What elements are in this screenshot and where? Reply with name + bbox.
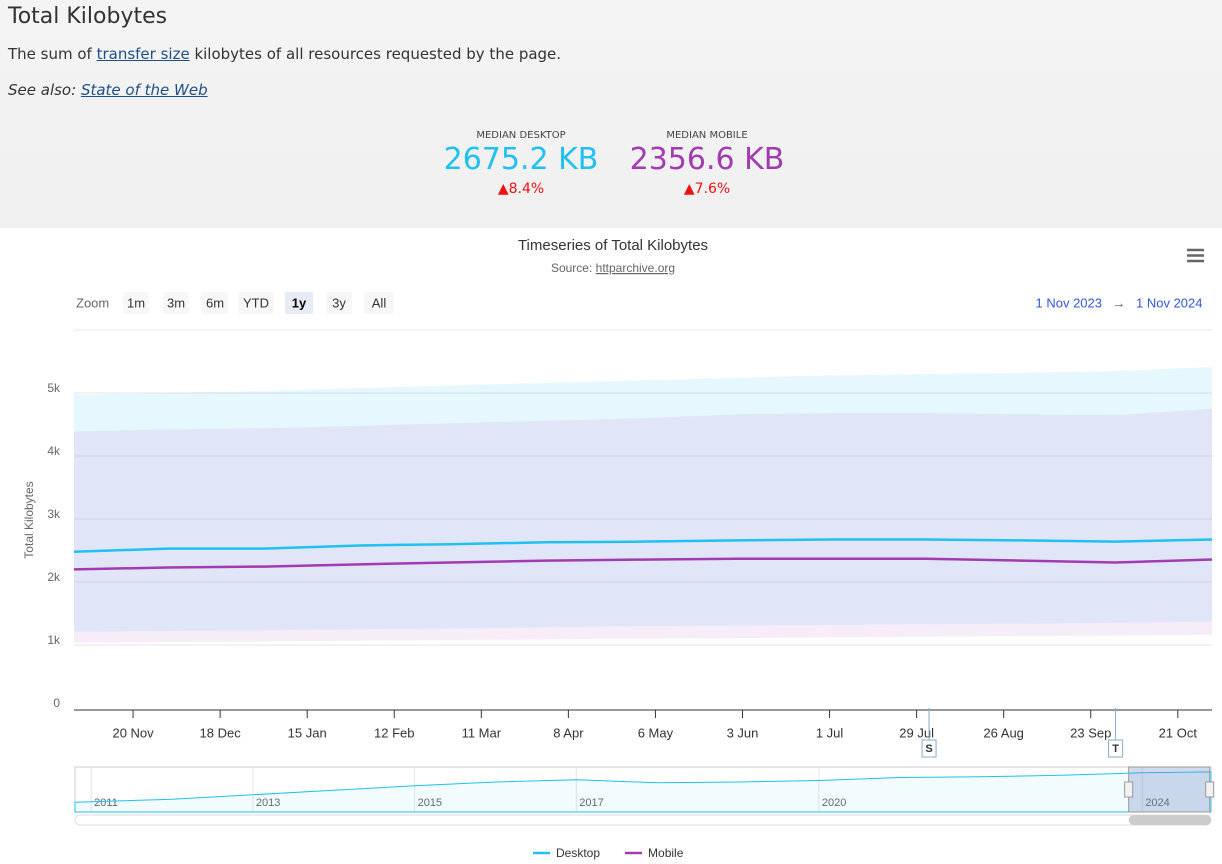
y-axis-title: Total Kilobytes [22,481,36,558]
navigator-tick-label: 2020 [822,797,846,809]
plot: 1m 3m 6m YTD 1y 3y All 1 Nov 2023 → 1 Nov 2024 0 1k… [22,292,1215,860]
desc-text: kilobytes of all resources requested by … [189,45,562,63]
see-also-label: See also: [8,81,77,99]
zoom-button[interactable] [163,292,189,314]
desc-text: The sum of [8,45,97,63]
zoom-button-label[interactable]: 3y [332,295,346,310]
zoom-button[interactable] [123,292,149,314]
navigator-tick-label: 2024 [1145,797,1169,809]
x-tick-label: 29 Jul [899,725,934,740]
range-end[interactable]: 1 Nov 2024 [1136,295,1203,310]
range-band [74,408,1212,643]
metric-label: MEDIAN MOBILE [666,130,748,141]
x-tick-label: 6 May [638,725,674,740]
zoom-button-label[interactable]: All [372,295,387,310]
zoom-button-label[interactable]: YTD [243,295,269,310]
legend-label[interactable]: Mobile [648,846,684,860]
x-tick-label: 18 Dec [200,725,242,740]
metric-change: ▲8.4% [497,181,545,197]
navigator-handle[interactable] [1124,781,1134,798]
x-tick-label: 8 Apr [553,725,584,740]
see-also-link[interactable]: State of the Web [80,81,208,99]
navigator-tick-label: 2015 [418,797,442,809]
navigator-tick-label: 2013 [256,797,280,809]
y-tick-label: 3k [47,507,61,521]
scrollbar-thumb[interactable] [1128,815,1211,825]
zoom-button[interactable] [326,292,352,314]
x-tick-label: 3 Jun [727,725,759,740]
x-tick-label: 1 Jul [816,725,844,740]
navigator-tick-label: 2011 [94,797,118,809]
x-tick-label: 15 Jan [288,725,327,740]
y-tick-label: 1k [47,633,61,647]
zoom-button[interactable] [285,292,313,314]
page-title: Total Kilobytes [8,4,168,29]
x-tick-label: 21 Oct [1159,725,1198,740]
series-line [73,538,1213,554]
x-tick-label: 11 Mar [462,725,502,740]
series-line [73,557,1213,571]
scrollbar-track [74,814,1212,826]
legend-label[interactable]: Desktop [556,846,600,860]
y-tick-label: 4k [47,444,61,458]
chart-background [8,228,1222,864]
zoom-button[interactable] [364,292,394,314]
navigator-area [74,771,1212,813]
range-start[interactable]: 1 Nov 2023 [1036,295,1103,310]
zoom-button[interactable] [238,292,274,314]
zoom-button-label[interactable]: 3m [167,295,185,310]
navigator-frame [74,766,1212,813]
y-tick-label: 2k [47,570,61,584]
subtitle-label: Source: [551,261,592,275]
metric-change: ▲7.6% [683,181,731,197]
zoom-button-label[interactable]: 1y [292,295,307,310]
metric: MEDIAN MOBILE 2356.6 KB ▲7.6% [607,130,807,197]
y-tick-label: 5k [47,381,61,395]
flag[interactable] [921,739,937,758]
zoom-button-label[interactable]: 6m [206,295,224,310]
navigator-selection[interactable] [1128,766,1211,813]
y-tick-label: 0 [53,696,60,710]
metric-label: MEDIAN DESKTOP [476,130,566,141]
desc-link[interactable]: transfer size [96,45,190,63]
menu-button[interactable] [1187,248,1204,263]
flag-label: S [925,743,932,755]
flag-label: T [1112,743,1119,755]
x-tick-label: 12 Feb [374,725,414,740]
zoom-button[interactable] [202,292,228,314]
see-also: See also: State of the Web [8,81,208,99]
subtitle-link[interactable]: httparchive.org [596,261,675,275]
x-tick-label: 26 Aug [983,725,1024,740]
flag[interactable] [1108,739,1124,758]
chart-subtitle: Source: httparchive.org [551,261,675,275]
x-tick-label: 20 Nov [112,725,154,740]
metric-value: 2675.2 KB [443,142,599,177]
range-arrow: → [1113,295,1126,310]
chart-title: Timeseries of Total Kilobytes [518,237,708,254]
metric-value: 2356.6 KB [629,142,785,177]
x-tick-label: 23 Sep [1070,725,1111,740]
zoom-label: Zoom [76,295,109,310]
navigator-handle[interactable] [1205,781,1215,798]
navigator-tick-label: 2017 [579,797,603,809]
zoom-button-label[interactable]: 1m [127,295,145,310]
metric: MEDIAN DESKTOP 2675.2 KB ▲8.4% [421,130,621,197]
description: The sum of transfer size kilobytes of al… [8,45,561,63]
header: Total Kilobytes The sum of transfer size… [0,0,1222,228]
